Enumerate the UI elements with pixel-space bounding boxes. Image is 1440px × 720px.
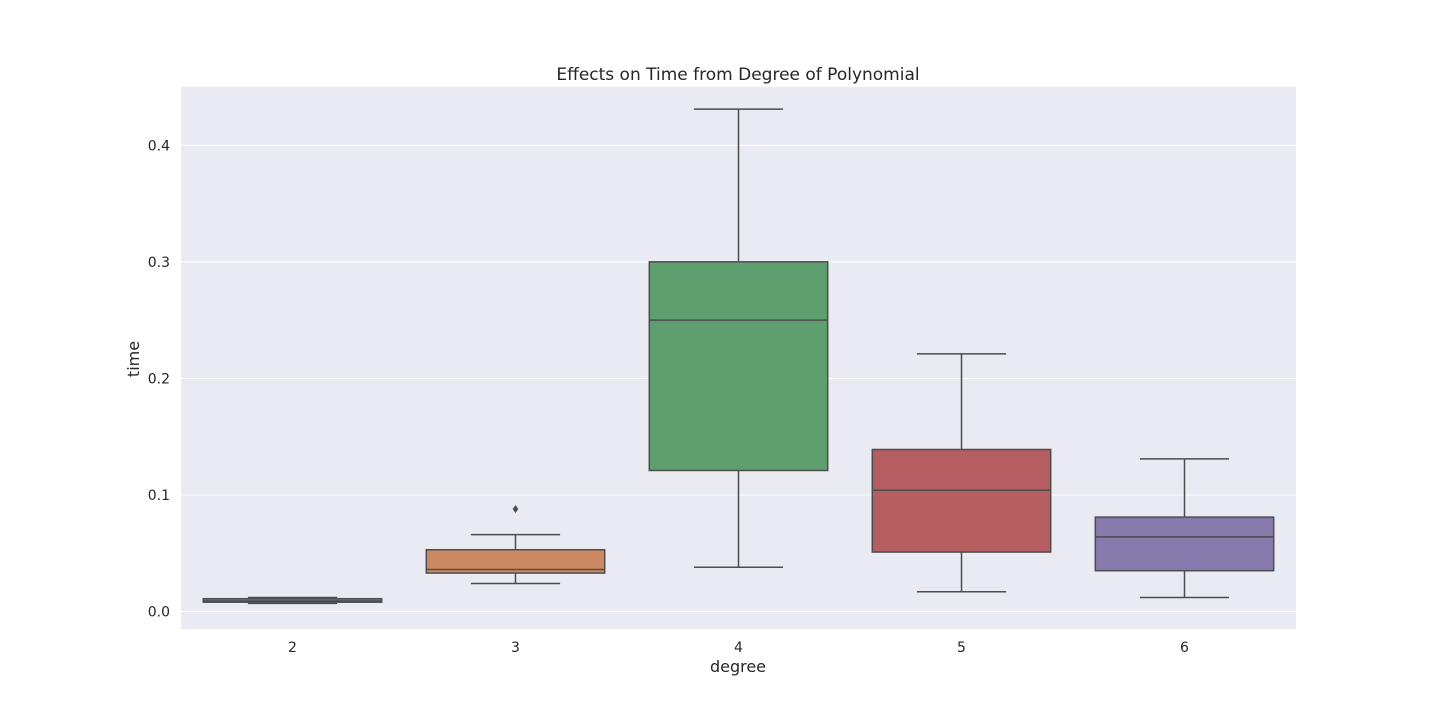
box-iqr [871,448,1052,553]
x-tick-labels: 2 3 4 5 6 [288,640,1189,656]
box-group-degree-6 [1094,458,1275,599]
outlier-point [512,504,519,513]
y-axis-label: time [124,341,143,377]
y-tick-label: 0.2 [148,371,170,387]
y-tick-label: 0.1 [148,488,170,504]
y-tick-label: 0.0 [148,605,170,621]
box-group-degree-3 [425,504,606,585]
x-tick-label: 4 [734,640,743,656]
y-tick-labels: 0.0 0.1 0.2 0.3 0.4 [148,138,170,620]
box-iqr [425,548,606,574]
box-group-degree-4 [648,108,829,568]
x-tick-label: 3 [511,640,520,656]
box-group-degree-2 [202,596,383,605]
box-iqr [1094,516,1275,572]
x-tick-label: 2 [288,640,297,656]
boxes [202,108,1275,605]
box-group-degree-5 [871,353,1052,593]
chart-title: Effects on Time from Degree of Polynomia… [556,65,919,85]
x-tick-label: 6 [1180,640,1189,656]
x-axis-label: degree [710,657,766,676]
y-tick-label: 0.4 [148,138,170,154]
y-tick-label: 0.3 [148,255,170,271]
x-tick-label: 5 [957,640,966,656]
box-iqr [648,261,829,472]
